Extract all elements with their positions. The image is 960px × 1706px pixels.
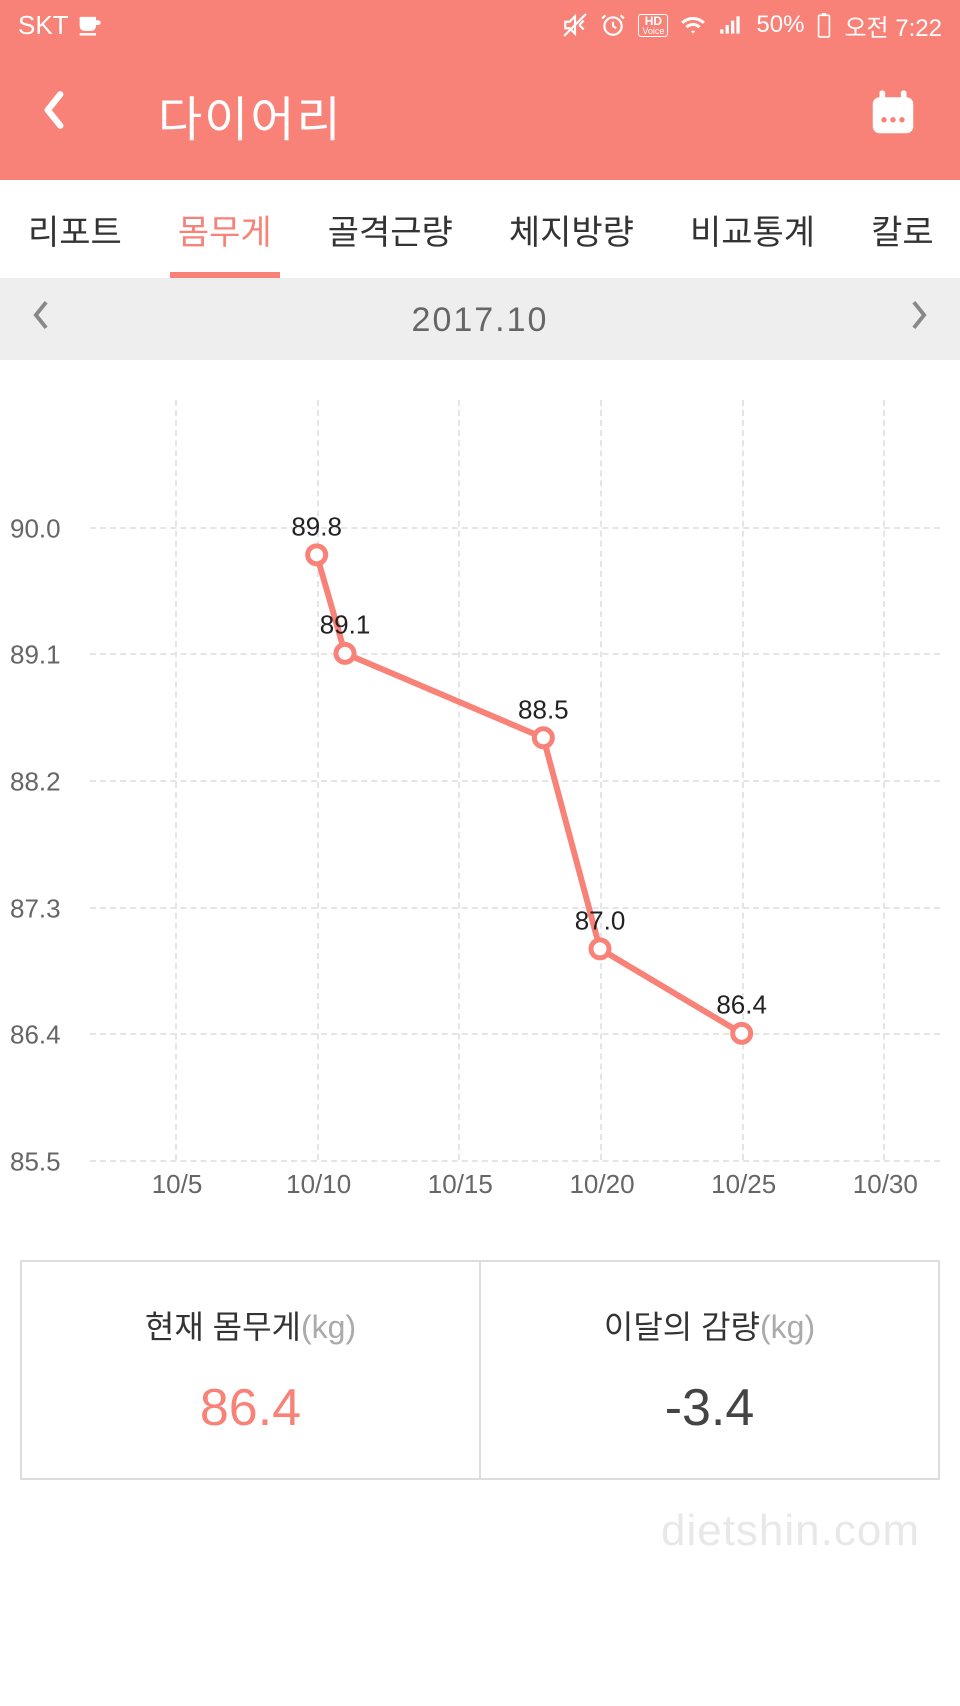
x-axis-label: 10/5 xyxy=(152,1169,203,1200)
tab-label: 체지방량 xyxy=(509,205,634,254)
prev-month-button[interactable] xyxy=(30,297,52,343)
tab-label: 골격근량 xyxy=(328,205,453,254)
summary-current-label: 현재 몸무게(kg) xyxy=(145,1302,356,1348)
coffee-icon xyxy=(75,11,103,39)
page-title: 다이어리 xyxy=(158,80,343,150)
x-axis-label: 10/10 xyxy=(286,1169,351,1200)
tab-label: 칼로 xyxy=(871,205,934,254)
hd-label: HD xyxy=(645,15,662,27)
date-selector: 2017.10 xyxy=(0,280,960,360)
data-point-label: 89.1 xyxy=(320,610,371,641)
x-axis-label: 10/15 xyxy=(428,1169,493,1200)
tab-label: 리포트 xyxy=(28,205,122,254)
x-axis-label: 10/25 xyxy=(711,1169,776,1200)
summary-current-value: 86.4 xyxy=(200,1378,301,1438)
time-label: 오전 7:22 xyxy=(844,8,942,43)
status-left: SKT xyxy=(18,10,103,41)
unit-text: (kg) xyxy=(301,1309,356,1345)
hd-voice-icon: HD Voice xyxy=(638,14,668,37)
tab-compare[interactable]: 비교통계 xyxy=(662,180,843,278)
tab-label: 비교통계 xyxy=(690,205,815,254)
x-axis-label: 10/30 xyxy=(853,1169,918,1200)
y-axis-label: 90.0 xyxy=(10,513,61,544)
alarm-icon xyxy=(600,12,626,38)
next-month-button[interactable] xyxy=(908,297,930,343)
unit-text: (kg) xyxy=(760,1309,815,1345)
battery-icon xyxy=(816,12,832,38)
x-axis-label: 10/20 xyxy=(569,1169,634,1200)
weight-chart: 90.0 89.1 88.2 87.3 86.4 85.5 10/5 10/10 10/15 10… xyxy=(0,360,960,1220)
tab-calorie[interactable]: 칼로 xyxy=(843,180,960,278)
carrier-label: SKT xyxy=(18,10,69,41)
data-point-label: 88.5 xyxy=(518,694,569,725)
y-axis-label: 85.5 xyxy=(10,1147,61,1178)
signal-icon xyxy=(718,12,744,38)
summary-delta: 이달의 감량(kg) -3.4 xyxy=(481,1262,938,1478)
data-point-label: 87.0 xyxy=(575,905,626,936)
tab-fat[interactable]: 체지방량 xyxy=(481,180,662,278)
status-right: HD Voice 50% 오전 7:22 xyxy=(562,8,942,43)
status-bar: SKT HD Voice 50% 오전 7:22 xyxy=(0,0,960,50)
calendar-button[interactable] xyxy=(866,86,920,145)
y-axis-label: 88.2 xyxy=(10,767,61,798)
watermark: dietshin.com xyxy=(661,1506,920,1556)
y-axis-label: 86.4 xyxy=(10,1020,61,1051)
voice-label: Voice xyxy=(642,27,664,36)
label-text: 이달의 감량 xyxy=(604,1309,760,1345)
summary-current: 현재 몸무게(kg) 86.4 xyxy=(22,1262,481,1478)
tab-muscle[interactable]: 골격근량 xyxy=(300,180,481,278)
label-text: 현재 몸무게 xyxy=(145,1309,301,1345)
date-label: 2017.10 xyxy=(412,301,549,340)
summary-panel: 현재 몸무게(kg) 86.4 이달의 감량(kg) -3.4 xyxy=(20,1260,940,1480)
mute-icon xyxy=(562,12,588,38)
tabs: 리포트 몸무게 골격근량 체지방량 비교통계 칼로 xyxy=(0,180,960,280)
data-point-label: 86.4 xyxy=(716,990,767,1021)
app-bar: 다이어리 xyxy=(0,50,960,180)
data-point-label: 89.8 xyxy=(291,511,342,542)
tab-weight[interactable]: 몸무게 xyxy=(150,180,300,278)
tab-report[interactable]: 리포트 xyxy=(0,180,150,278)
y-axis-label: 89.1 xyxy=(10,640,61,671)
tab-label: 몸무게 xyxy=(178,205,272,254)
y-axis-label: 87.3 xyxy=(10,893,61,924)
battery-percent: 50% xyxy=(756,11,804,39)
back-button[interactable] xyxy=(40,88,68,143)
wifi-icon xyxy=(680,12,706,38)
summary-delta-label: 이달의 감량(kg) xyxy=(604,1302,815,1348)
summary-delta-value: -3.4 xyxy=(665,1378,755,1438)
